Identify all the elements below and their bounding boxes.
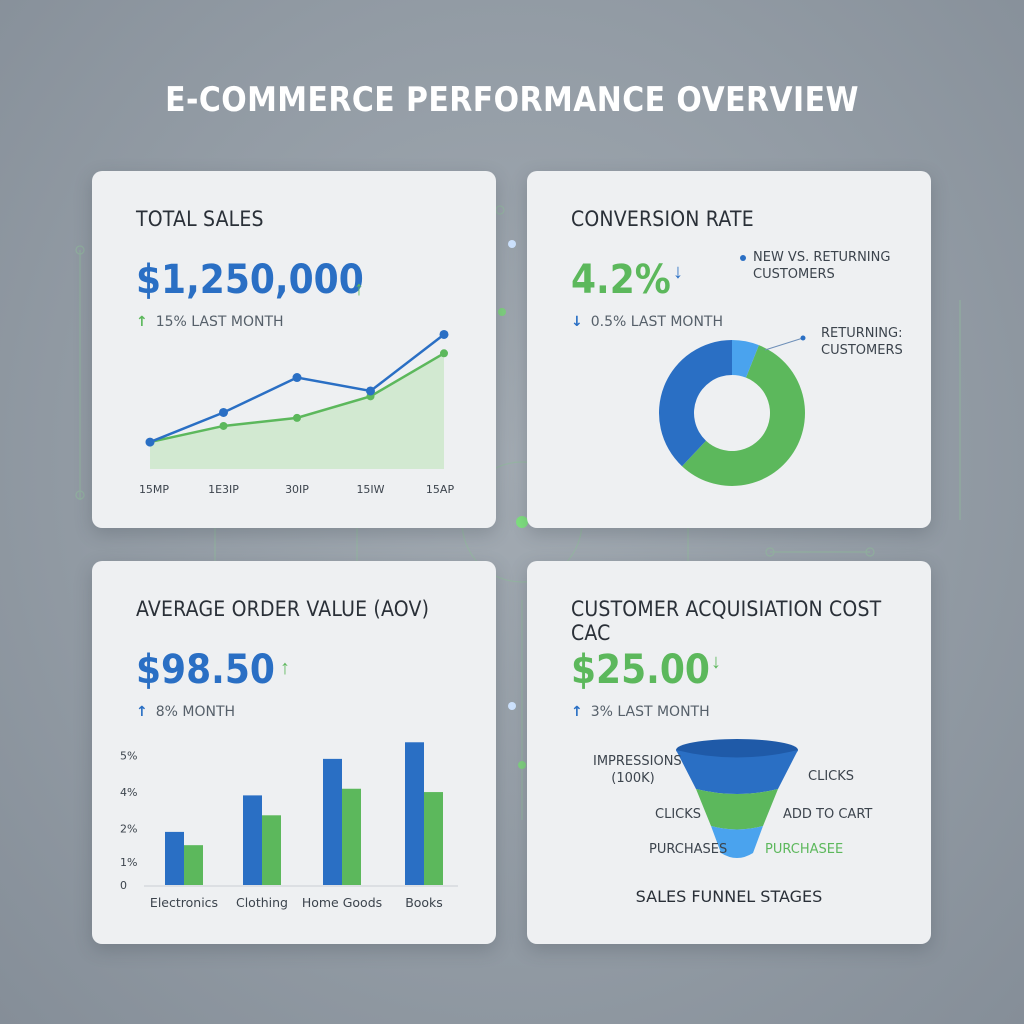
bar-series-1	[405, 742, 424, 885]
line-point-series-2	[219, 421, 228, 430]
line-point-series-1	[292, 373, 302, 383]
donut-slice	[659, 340, 732, 467]
aov-card: AVERAGE ORDER VALUE (AOV) $98.50 ↑ ↑ 8% M…	[92, 561, 496, 944]
total-sales-value: $1,250,000	[136, 257, 364, 303]
arrow-up-icon: ↑	[571, 704, 583, 720]
conversion-legend-text: NEW VS. RETURNING CUSTOMERS	[753, 250, 891, 282]
funnel-label-purchases-right: PURCHASEE	[765, 842, 844, 857]
arrow-up-icon: ↑	[354, 278, 364, 300]
conversion-donut-chart	[659, 335, 806, 486]
category-label: Books	[405, 895, 443, 910]
total-sales-title: TOTAL SALES	[136, 207, 264, 231]
conversion-rate-change: ↓ 0.5% LAST MONTH	[571, 314, 723, 330]
line-point-series-2	[440, 349, 448, 358]
total-sales-change-text: 15% LAST MONTH	[155, 314, 284, 330]
funnel-stage-clicks	[696, 789, 778, 830]
cac-change-text: 3% LAST MONTH	[590, 704, 710, 720]
funnel-caption: SALES FUNNEL STAGES	[635, 887, 823, 906]
funnel-label-add-to-cart: ADD TO CART	[783, 807, 873, 822]
funnel-label-clicks-left: CLICKS	[655, 807, 702, 822]
x-tick-label: 1E3IP	[208, 483, 239, 496]
aov-value: $98.50	[136, 647, 275, 693]
donut-slice	[732, 340, 759, 378]
sales-area-fill	[150, 353, 444, 469]
y-tick-label: 5%	[120, 750, 137, 763]
arrow-down-icon: ↓	[711, 651, 721, 673]
aov-bar-chart: 0 1% 2% 4% 5% Electronics Clothing Home Goods Bo…	[120, 742, 458, 910]
line-point-series-2	[293, 413, 301, 422]
bar-series-2	[424, 792, 443, 885]
donut-slice	[682, 345, 805, 486]
line-point-series-1	[439, 329, 449, 339]
conversion-rate-change-text: 0.5% LAST MONTH	[590, 314, 723, 330]
y-tick-label: 0	[120, 879, 127, 892]
bar-series-1	[323, 758, 342, 885]
category-label: Home Goods	[302, 895, 382, 910]
arrow-up-icon: ↑	[136, 704, 148, 720]
bar-series-2	[262, 815, 281, 885]
category-label: Electronics	[150, 895, 218, 910]
funnel-stage-impressions	[676, 750, 798, 794]
cac-value: $25.00	[571, 647, 710, 693]
callout-line	[764, 337, 804, 351]
cac-card: CUSTOMER ACQUISIATION COST CAC $25.00 ↓ …	[527, 561, 931, 944]
conversion-rate-title: CONVERSION RATE	[571, 207, 754, 231]
line-point-series-1	[145, 437, 155, 447]
cac-change: ↑ 3% LAST MONTH	[571, 704, 710, 720]
returning-customers-callout: RETURNING: CUSTOMERS	[821, 326, 903, 358]
funnel-label-impressions: IMPRESSIONS (100K)	[593, 754, 682, 786]
bar-series-1	[243, 795, 262, 885]
line-point-series-1	[366, 386, 375, 396]
x-tick-label: 30IP	[285, 483, 309, 496]
line-point-series-1	[219, 407, 228, 417]
bar-series-2	[184, 845, 203, 885]
aov-change: ↑ 8% MONTH	[136, 704, 235, 720]
conversion-rate-value: 4.2%	[571, 257, 671, 303]
arrow-up-icon: ↑	[136, 314, 148, 330]
funnel-stage-purchases	[711, 826, 763, 858]
total-sales-line-chart: 15MP 1E3IP 30IP 15IW 15AP	[139, 329, 455, 496]
arrow-up-icon: ↑	[280, 657, 290, 679]
cac-title: CUSTOMER ACQUISIATION COST CAC	[571, 597, 882, 645]
x-tick-label: 15AP	[426, 483, 455, 496]
arrow-down-icon: ↓	[571, 314, 583, 330]
category-label: Clothing	[236, 895, 288, 910]
funnel-top-rim	[676, 739, 798, 761]
total-sales-card: TOTAL SALES $1,250,000 ↑ ↑ 15% LAST MONTH…	[92, 171, 496, 528]
y-tick-label: 1%	[120, 856, 137, 869]
total-sales-change: ↑ 15% LAST MONTH	[136, 314, 284, 330]
aov-change-text: 8% MONTH	[155, 704, 236, 720]
dashboard-title: E-COMMERCE PERFORMANCE OVERVIEW	[165, 80, 859, 120]
bar-series-1	[165, 831, 184, 885]
callout-dot-icon	[800, 335, 806, 341]
x-tick-label: 15IW	[356, 483, 384, 496]
conversion-rate-card: CONVERSION RATE 4.2% ↓ ↓ 0.5% LAST MONTH …	[527, 171, 931, 528]
aov-title: AVERAGE ORDER VALUE (AOV)	[136, 597, 430, 621]
arrow-down-icon: ↓	[673, 261, 683, 283]
y-tick-label: 4%	[120, 786, 137, 799]
funnel-label-purchases-left: PURCHASES	[649, 842, 728, 857]
legend-dot-icon	[740, 255, 746, 261]
bar-series-2	[342, 788, 361, 885]
x-tick-label: 15MP	[139, 483, 169, 496]
y-tick-label: 2%	[120, 823, 137, 836]
funnel-label-clicks-right: CLICKS	[808, 769, 855, 784]
sales-funnel-chart	[676, 739, 798, 858]
